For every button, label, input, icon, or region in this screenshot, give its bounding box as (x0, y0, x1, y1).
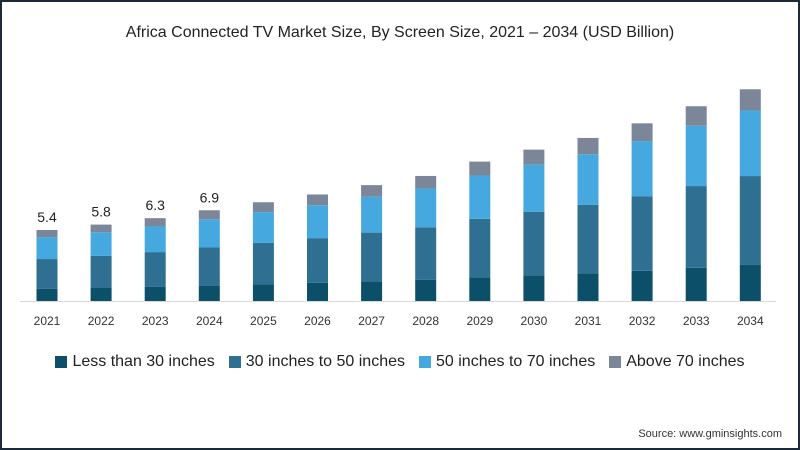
bar-segment-2031-0 (577, 273, 599, 301)
legend-swatch (419, 356, 431, 368)
data-label: 6.9 (200, 189, 220, 205)
bar-segment-2030-2 (523, 164, 545, 212)
x-tick-label: 2030 (521, 314, 548, 328)
legend: Less than 30 inches 30 inches to 50 inche… (2, 353, 798, 371)
bar-segment-2026-1 (307, 238, 328, 283)
bar-segment-2027-3 (361, 185, 383, 197)
data-label: 5.8 (91, 204, 111, 220)
bar-segment-2029-0 (469, 277, 491, 301)
x-tick-label: 2021 (34, 314, 61, 328)
x-tick-label: 2025 (250, 314, 277, 328)
bar-segment-2023-0 (144, 286, 166, 301)
x-tick-label: 2032 (629, 314, 656, 328)
bar-segment-2023-2 (144, 226, 166, 253)
x-tick-label: 2022 (88, 314, 115, 328)
bar-segment-2030-3 (523, 149, 545, 165)
x-tick-label: 2023 (142, 314, 169, 328)
bar-segment-2025-0 (252, 284, 274, 301)
bar-segment-2032-0 (631, 270, 653, 301)
bar-segment-2034-0 (739, 264, 761, 301)
x-tick-label: 2024 (196, 314, 223, 328)
bar-segment-2024-2 (198, 219, 220, 248)
bar-segment-2028-1 (415, 227, 437, 280)
legend-item: Less than 30 inches (55, 353, 215, 371)
bar-segment-2032-3 (631, 123, 653, 142)
bar-segment-2022-2 (90, 232, 112, 256)
legend-label: Above 70 inches (626, 353, 745, 370)
bar-segment-2027-1 (361, 232, 383, 282)
bar-segment-2031-2 (577, 154, 599, 205)
bar-segment-2021-2 (36, 237, 58, 260)
legend-label: 30 inches to 50 inches (245, 353, 405, 370)
source-text: Source: www.gminsights.com (638, 428, 782, 440)
bar-segment-2034-1 (739, 176, 761, 265)
legend-item: 50 inches to 70 inches (419, 353, 595, 371)
bar-segment-2024-1 (198, 247, 220, 286)
bar-segment-2031-1 (577, 204, 599, 274)
legend-swatch (609, 356, 622, 368)
bar-segment-2034-2 (739, 110, 761, 177)
legend-item: 30 inches to 50 inches (228, 353, 405, 371)
bar-segment-2024-3 (198, 210, 220, 220)
legend-label: 50 inches to 70 inches (436, 353, 596, 370)
bar-segment-2034-3 (739, 89, 761, 111)
x-tick-label: 2031 (575, 314, 602, 328)
x-tick-label: 2027 (358, 314, 385, 328)
bar-segment-2023-1 (144, 252, 166, 287)
bar-segment-2023-3 (144, 218, 166, 227)
bar-segment-2022-1 (90, 255, 112, 288)
bar-segment-2033-2 (685, 125, 707, 187)
bar-segment-2028-3 (415, 175, 437, 189)
bar-segment-2027-2 (361, 196, 383, 233)
legend-swatch (55, 356, 68, 368)
bar-segment-2026-0 (307, 282, 328, 301)
bar-segment-2021-1 (36, 259, 58, 289)
x-tick-label: 2028 (412, 314, 439, 328)
x-tick-label: 2033 (683, 314, 710, 328)
bar-segment-2028-2 (415, 188, 437, 228)
bar-segment-2025-1 (252, 242, 274, 285)
bar-segment-2029-1 (469, 218, 491, 278)
bar-segment-2021-0 (36, 288, 58, 301)
bar-segment-2032-2 (631, 141, 653, 197)
bar-segment-2033-3 (685, 106, 707, 126)
bar-segment-2030-1 (523, 211, 545, 276)
bar-segment-2022-3 (90, 224, 112, 233)
data-label: 5.4 (37, 209, 57, 225)
bar-segment-2025-3 (252, 202, 274, 213)
x-tick-label: 2034 (737, 314, 764, 328)
bar-segment-2028-0 (415, 279, 437, 301)
x-tick-label: 2026 (304, 314, 331, 328)
bar-segment-2031-3 (577, 137, 599, 155)
bar-segment-2029-2 (469, 175, 491, 219)
x-tick-label: 2029 (466, 314, 493, 328)
bar-segment-2021-3 (36, 229, 58, 238)
bar-segment-2026-2 (307, 205, 328, 239)
bar-segment-2025-2 (252, 212, 274, 243)
data-label: 6.3 (145, 197, 165, 213)
legend-swatch (228, 356, 241, 368)
bar-segment-2030-0 (523, 275, 545, 301)
bar-segment-2026-3 (307, 194, 328, 206)
bar-segment-2022-0 (90, 287, 112, 301)
bar-segment-2033-1 (685, 186, 707, 268)
bar-segment-2024-0 (198, 285, 220, 301)
bar-segment-2029-3 (469, 161, 491, 176)
bar-segment-2033-0 (685, 267, 707, 301)
legend-item: Above 70 inches (609, 353, 745, 371)
legend-label: Less than 30 inches (72, 353, 215, 370)
bar-segment-2032-1 (631, 196, 653, 271)
chart-title: Africa Connected TV Market Size, By Scre… (125, 24, 675, 41)
bar-segment-2027-0 (361, 281, 383, 301)
